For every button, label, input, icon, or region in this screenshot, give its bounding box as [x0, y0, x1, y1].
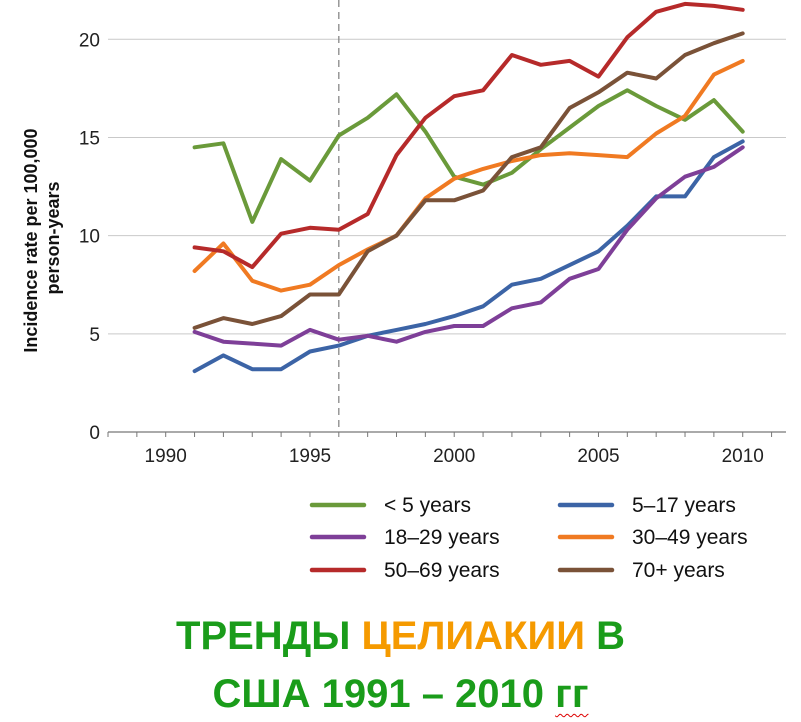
- caption-line-2: США 1991 – 2010 гг: [0, 670, 801, 718]
- series-line-4: [192, 1, 745, 270]
- y-tick-label: 10: [79, 227, 100, 248]
- y-tick-label: 15: [79, 128, 100, 149]
- caption-word-celiac: ЦЕЛИАКИИ: [361, 614, 585, 658]
- legend-label-5: 70+ years: [632, 559, 725, 582]
- y-axis-label: Incidence rate per 100,000 person-years: [21, 123, 63, 352]
- incidence-chart: 1990 1995 2000 2005 2010 0 5 10 15 20 Incidence …: [21, 0, 786, 582]
- x-tick-label: 1995: [289, 446, 331, 467]
- caption-word-in: В: [584, 614, 625, 658]
- y-tick-label: 0: [89, 423, 100, 444]
- series-lines: [192, 1, 745, 374]
- legend: < 5 years 5–17 years 18–29 years 30–49 year…: [309, 494, 748, 582]
- grid-lines: [108, 38, 786, 433]
- series-line-5: [192, 31, 745, 330]
- y-tick-label: 20: [79, 30, 100, 51]
- x-tick-label: 2010: [722, 446, 764, 467]
- caption-country-years: США 1991 – 2010: [212, 672, 556, 716]
- x-tick-label: 2005: [577, 446, 619, 467]
- x-axis: 1990 1995 2000 2005 2010: [107, 432, 773, 467]
- legend-label-1: 5–17 years: [632, 494, 736, 517]
- y-axis: 0 5 10 15 20: [79, 30, 100, 444]
- series-line-3: [192, 58, 745, 293]
- y-axis-label-line1: Incidence rate per 100,000: [21, 128, 41, 352]
- caption-line-1: ТРЕНДЫ ЦЕЛИАКИИ В: [0, 612, 801, 660]
- caption-word-trends: ТРЕНДЫ: [176, 614, 362, 658]
- series-line-2: [192, 145, 745, 348]
- legend-label-3: 30–49 years: [632, 526, 748, 549]
- legend-label-2: 18–29 years: [384, 526, 500, 549]
- series-line-0: [192, 88, 745, 224]
- x-tick-label: 2000: [433, 446, 475, 467]
- legend-label-4: 50–69 years: [384, 559, 500, 582]
- x-tick-label: 1990: [145, 446, 187, 467]
- caption-years-abbrev: гг: [555, 672, 589, 716]
- legend-label-0: < 5 years: [384, 494, 471, 517]
- y-axis-label-line2: person-years: [43, 181, 63, 294]
- y-tick-label: 5: [89, 325, 100, 346]
